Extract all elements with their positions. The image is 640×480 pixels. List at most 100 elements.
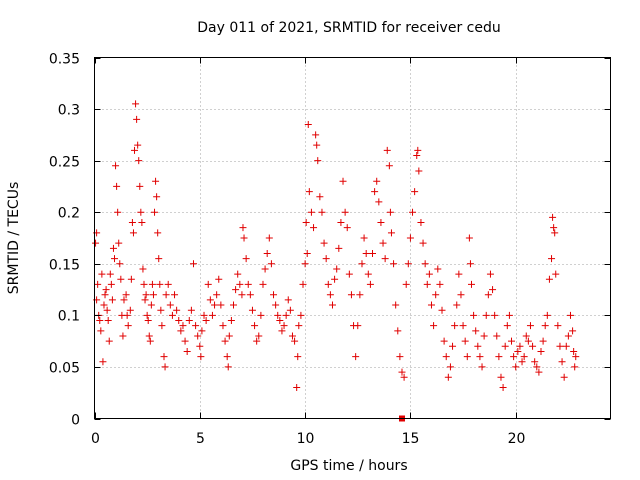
data-point bbox=[284, 296, 292, 304]
data-point bbox=[457, 291, 465, 299]
data-point bbox=[227, 317, 235, 325]
data-point bbox=[122, 291, 130, 299]
data-point bbox=[146, 337, 154, 345]
data-point bbox=[246, 291, 254, 299]
data-point bbox=[381, 255, 389, 263]
data-point bbox=[217, 301, 225, 309]
data-points bbox=[92, 100, 580, 422]
data-point bbox=[208, 311, 216, 319]
data-point bbox=[223, 353, 231, 361]
data-point bbox=[514, 347, 522, 355]
data-point bbox=[455, 270, 463, 278]
data-point bbox=[343, 224, 351, 232]
data-point bbox=[142, 291, 150, 299]
data-point bbox=[111, 255, 119, 263]
y-tick-label: 0.1 bbox=[58, 309, 80, 325]
data-point bbox=[299, 280, 307, 288]
data-point bbox=[463, 353, 471, 361]
data-point bbox=[291, 337, 299, 345]
data-point bbox=[396, 353, 404, 361]
data-point bbox=[375, 198, 383, 206]
data-point bbox=[120, 296, 128, 304]
data-point bbox=[225, 332, 233, 340]
y-tick-label: 0.3 bbox=[58, 103, 80, 119]
x-tick-label: 5 bbox=[196, 431, 205, 447]
y-tick-label: 0.15 bbox=[49, 258, 80, 274]
data-point bbox=[197, 353, 205, 361]
data-point bbox=[497, 373, 505, 381]
data-point bbox=[499, 384, 507, 392]
data-point bbox=[183, 347, 191, 355]
data-point bbox=[417, 219, 425, 227]
data-point bbox=[113, 182, 121, 190]
data-point bbox=[415, 167, 423, 175]
data-point bbox=[196, 342, 204, 350]
data-point bbox=[333, 265, 341, 273]
data-point bbox=[137, 208, 145, 216]
data-point bbox=[135, 157, 143, 165]
data-point bbox=[263, 249, 271, 257]
data-point bbox=[369, 249, 377, 257]
data-point bbox=[312, 131, 320, 139]
data-point bbox=[345, 270, 353, 278]
data-point bbox=[200, 311, 208, 319]
data-point bbox=[105, 337, 113, 345]
data-point bbox=[147, 301, 155, 309]
y-tick-label: 0 bbox=[71, 413, 80, 429]
data-point bbox=[493, 332, 501, 340]
data-point bbox=[251, 322, 259, 330]
y-tick-label: 0.35 bbox=[49, 52, 80, 68]
data-point bbox=[102, 286, 110, 294]
data-point bbox=[278, 327, 286, 335]
data-point bbox=[206, 296, 214, 304]
data-point bbox=[177, 327, 185, 335]
data-point bbox=[232, 286, 240, 294]
data-point bbox=[106, 270, 114, 278]
data-point bbox=[505, 311, 513, 319]
data-point bbox=[434, 265, 442, 273]
data-point bbox=[211, 301, 219, 309]
data-point bbox=[204, 280, 212, 288]
data-point bbox=[566, 311, 574, 319]
data-point bbox=[114, 208, 122, 216]
data-point bbox=[549, 213, 557, 221]
data-point bbox=[185, 317, 193, 325]
data-point bbox=[543, 311, 551, 319]
data-point bbox=[94, 280, 102, 288]
data-point bbox=[501, 342, 509, 350]
x-tick-label: 20 bbox=[508, 431, 526, 447]
data-point bbox=[257, 311, 265, 319]
data-point bbox=[265, 234, 273, 242]
data-point bbox=[322, 255, 330, 263]
data-point bbox=[570, 347, 578, 355]
data-point bbox=[133, 115, 141, 123]
data-point bbox=[356, 291, 364, 299]
data-point bbox=[99, 358, 107, 366]
data-point bbox=[484, 291, 492, 299]
data-point bbox=[224, 363, 232, 371]
data-point bbox=[385, 162, 393, 170]
data-point bbox=[554, 322, 562, 330]
data-point bbox=[427, 301, 435, 309]
data-point bbox=[516, 342, 524, 350]
data-point bbox=[302, 219, 310, 227]
data-point bbox=[474, 342, 482, 350]
data-point bbox=[383, 146, 391, 154]
data-point bbox=[202, 317, 210, 325]
data-point bbox=[192, 322, 200, 330]
axis-ticks bbox=[94, 57, 611, 420]
data-point bbox=[432, 291, 440, 299]
data-point bbox=[560, 373, 568, 381]
data-point bbox=[406, 234, 414, 242]
data-point bbox=[539, 337, 547, 345]
data-point bbox=[119, 332, 127, 340]
data-point bbox=[545, 275, 553, 283]
data-point bbox=[398, 368, 406, 376]
data-point bbox=[234, 270, 242, 278]
data-point bbox=[117, 275, 125, 283]
data-point bbox=[156, 280, 164, 288]
data-point bbox=[531, 358, 539, 366]
data-point bbox=[158, 322, 166, 330]
data-point bbox=[168, 311, 176, 319]
data-point bbox=[316, 193, 324, 201]
